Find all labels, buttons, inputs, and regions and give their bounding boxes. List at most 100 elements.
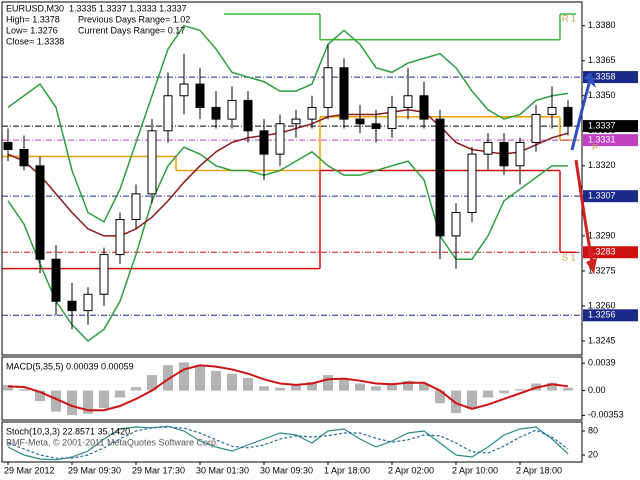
- macd-frame: [1, 356, 583, 421]
- y-tick-label: 1.3245: [588, 335, 616, 345]
- price-tag-label: 1.3256: [588, 310, 616, 320]
- price-frame: [1, 1, 583, 356]
- candle-body: [211, 106, 221, 120]
- macd-bar: [387, 383, 397, 391]
- up-arrow-head: [584, 72, 596, 88]
- y-tick-label: 1.3365: [588, 55, 616, 65]
- credit: BMF-Meta, © 2001-2011 MetaQuotes Softwar…: [6, 437, 219, 447]
- stoch-panel: [7, 425, 569, 461]
- level-label: S 1: [562, 252, 576, 262]
- candle-body: [323, 67, 333, 108]
- macd-bar: [339, 379, 349, 391]
- candle-body: [547, 106, 557, 115]
- macd-bar: [547, 382, 557, 391]
- stoch-line: [7, 425, 569, 461]
- x-tick-label: 2 Apr 18:00: [516, 465, 562, 475]
- y-tick-label: 1.3380: [588, 20, 616, 30]
- macd-bar: [163, 365, 173, 391]
- price-tag-label: 1.3358: [588, 71, 616, 81]
- x-tick-label: 2 Apr 02:00: [388, 465, 434, 475]
- axes: 1.33801.33651.33501.33351.33201.32901.32…: [4, 3, 638, 475]
- candle-body: [275, 123, 285, 155]
- y-tick-label: 1.3320: [588, 160, 616, 170]
- down-arrow: [574, 159, 594, 263]
- macd-bar: [451, 390, 461, 414]
- level-label: R 1: [562, 13, 576, 23]
- macd-bar: [83, 390, 93, 414]
- y-tick-label: 20: [588, 449, 598, 459]
- candle-body: [467, 153, 477, 214]
- candle-body: [499, 141, 509, 167]
- candle-body: [115, 219, 125, 256]
- level-label: P: [592, 142, 598, 152]
- panel-title: Stoch(10,3,3) 22.8571 35.1420: [6, 426, 130, 436]
- price-tag: [583, 120, 638, 133]
- candle-body: [51, 258, 61, 302]
- y-tick-label: 80: [588, 425, 598, 435]
- macd-bar: [243, 377, 253, 391]
- candle-body: [35, 165, 45, 260]
- y-tick-label: 1.3290: [588, 230, 616, 240]
- price-panel: [2, 13, 582, 342]
- x-tick-label: 29 Mar 09:30: [68, 465, 121, 475]
- info-text: Close= 1.3338: [6, 36, 64, 46]
- panel-title: EURUSD,M30 1.3335 1.3337 1.3333 1.3337: [6, 3, 187, 13]
- indicator-line: [7, 146, 568, 342]
- price-tag: [583, 134, 638, 147]
- macd-bar: [195, 365, 205, 391]
- macd-bar: [51, 390, 61, 412]
- candle-body: [3, 141, 13, 150]
- macd-bar: [403, 380, 413, 391]
- down-arrow-head: [586, 258, 597, 274]
- up-arrow: [570, 79, 592, 151]
- macd-bar: [563, 387, 573, 391]
- y-tick-label: 0.0039: [588, 357, 616, 367]
- macd-bar: [19, 389, 29, 391]
- candle-body: [99, 254, 109, 295]
- macd-bar: [435, 390, 445, 404]
- candle-body: [483, 141, 493, 155]
- macd-bar: [211, 370, 221, 391]
- macd-bar: [115, 390, 125, 398]
- price-tag-label: 1.3337: [588, 120, 616, 130]
- macd-panel: [3, 362, 573, 416]
- info-text: Low= 1.3276: [6, 25, 58, 35]
- candle-body: [163, 95, 173, 132]
- candle-body: [339, 67, 349, 120]
- candle-body: [371, 123, 381, 129]
- candle-body: [19, 148, 29, 167]
- candle-body: [67, 300, 77, 312]
- candle-body: [147, 130, 157, 195]
- candle-body: [83, 293, 93, 312]
- macd-bar: [307, 382, 317, 391]
- candle-body: [355, 118, 365, 125]
- panel-title: MACD(5,35,5) 0.00039 0.00059: [6, 361, 134, 371]
- candle-body: [131, 193, 141, 221]
- indicator-line: [7, 109, 569, 237]
- y-tick-label: 0.00: [588, 385, 606, 395]
- candle-body: [403, 95, 413, 108]
- macd-bar: [147, 375, 157, 391]
- x-tick-label: 30 Mar 01:30: [196, 465, 249, 475]
- macd-bar: [227, 373, 237, 391]
- macd-bar: [419, 383, 429, 391]
- y-tick-label: -0.00353: [588, 410, 624, 420]
- candle-body: [179, 83, 189, 97]
- candle-body: [243, 99, 253, 132]
- x-tick-label: 2 Apr 10:00: [452, 465, 498, 475]
- macd-bar: [483, 390, 493, 398]
- info-text: Current Days Range= 0.17: [78, 25, 185, 35]
- info-text: Previous Days Range= 1.02: [78, 14, 190, 24]
- candle-body: [291, 118, 301, 125]
- candle-body: [387, 106, 397, 129]
- indicator-line: [7, 24, 569, 223]
- candle-body: [195, 83, 205, 108]
- candle-body: [227, 99, 237, 120]
- macd-bar: [99, 390, 109, 409]
- price-tag: [583, 309, 638, 322]
- price-tag-label: 1.3307: [588, 191, 616, 201]
- x-tick-label: 30 Mar 09:30: [260, 465, 313, 475]
- candle-body: [451, 212, 461, 237]
- price-tag: [583, 190, 638, 203]
